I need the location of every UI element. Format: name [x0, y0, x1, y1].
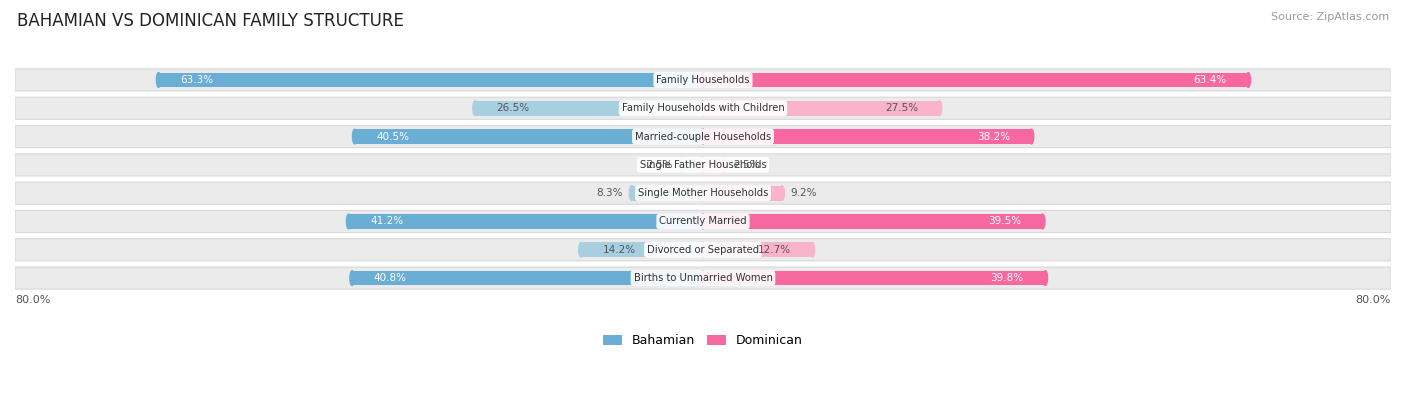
Circle shape — [700, 214, 706, 229]
Text: Births to Unmarried Women: Births to Unmarried Women — [634, 273, 772, 283]
Circle shape — [700, 186, 706, 201]
Circle shape — [156, 73, 160, 87]
Circle shape — [679, 158, 683, 172]
Text: 63.3%: 63.3% — [180, 75, 214, 85]
FancyBboxPatch shape — [15, 154, 1391, 176]
Bar — [703, 158, 724, 172]
Text: 9.2%: 9.2% — [790, 188, 817, 198]
Text: 80.0%: 80.0% — [15, 295, 51, 305]
Circle shape — [472, 101, 477, 116]
Text: 27.5%: 27.5% — [884, 103, 918, 113]
Bar — [703, 271, 1045, 286]
Circle shape — [780, 186, 785, 201]
FancyBboxPatch shape — [15, 126, 1391, 148]
Circle shape — [630, 186, 634, 201]
Text: BAHAMIAN VS DOMINICAN FAMILY STRUCTURE: BAHAMIAN VS DOMINICAN FAMILY STRUCTURE — [17, 12, 404, 30]
Text: 39.5%: 39.5% — [988, 216, 1021, 226]
Text: 26.5%: 26.5% — [496, 103, 530, 113]
Bar — [354, 129, 703, 144]
Text: 39.8%: 39.8% — [991, 273, 1024, 283]
Bar — [703, 243, 813, 257]
Bar — [352, 271, 703, 286]
Circle shape — [346, 214, 352, 229]
Text: 80.0%: 80.0% — [1355, 295, 1391, 305]
Circle shape — [700, 101, 706, 116]
Text: 2.5%: 2.5% — [733, 160, 759, 170]
Circle shape — [1029, 129, 1033, 144]
Bar — [349, 214, 703, 229]
Text: 8.3%: 8.3% — [596, 188, 623, 198]
Bar — [159, 73, 703, 87]
FancyBboxPatch shape — [15, 239, 1391, 261]
FancyBboxPatch shape — [15, 182, 1391, 204]
Circle shape — [700, 243, 706, 257]
Text: Single Father Households: Single Father Households — [640, 160, 766, 170]
Text: Divorced or Separated: Divorced or Separated — [647, 245, 759, 255]
Circle shape — [700, 101, 706, 116]
Legend: Bahamian, Dominican: Bahamian, Dominican — [598, 329, 808, 352]
Circle shape — [700, 158, 706, 172]
Circle shape — [700, 73, 706, 87]
Circle shape — [700, 271, 706, 286]
Circle shape — [700, 243, 706, 257]
Bar — [631, 186, 703, 201]
Bar — [703, 101, 939, 116]
FancyBboxPatch shape — [15, 97, 1391, 119]
Text: 40.8%: 40.8% — [374, 273, 406, 283]
Text: Married-couple Households: Married-couple Households — [636, 132, 770, 141]
Bar — [581, 243, 703, 257]
Circle shape — [700, 129, 706, 144]
Bar — [703, 73, 1249, 87]
Bar — [682, 158, 703, 172]
Bar — [475, 101, 703, 116]
Circle shape — [1040, 214, 1045, 229]
FancyBboxPatch shape — [15, 69, 1391, 91]
Text: 40.5%: 40.5% — [377, 132, 409, 141]
Circle shape — [579, 243, 583, 257]
Circle shape — [1043, 271, 1047, 286]
Circle shape — [700, 129, 706, 144]
Text: Currently Married: Currently Married — [659, 216, 747, 226]
Circle shape — [938, 101, 942, 116]
Bar — [703, 214, 1043, 229]
Circle shape — [1246, 73, 1250, 87]
Text: 63.4%: 63.4% — [1194, 75, 1227, 85]
Bar — [703, 186, 782, 201]
Text: Family Households: Family Households — [657, 75, 749, 85]
Circle shape — [723, 158, 727, 172]
Text: 38.2%: 38.2% — [977, 132, 1010, 141]
Text: 12.7%: 12.7% — [758, 245, 790, 255]
Text: Family Households with Children: Family Households with Children — [621, 103, 785, 113]
Circle shape — [700, 214, 706, 229]
Circle shape — [700, 186, 706, 201]
Circle shape — [700, 271, 706, 286]
Circle shape — [700, 158, 706, 172]
Bar — [703, 129, 1032, 144]
Text: 41.2%: 41.2% — [370, 216, 404, 226]
Circle shape — [810, 243, 814, 257]
FancyBboxPatch shape — [15, 211, 1391, 233]
Circle shape — [353, 129, 357, 144]
Circle shape — [350, 271, 354, 286]
FancyBboxPatch shape — [15, 267, 1391, 289]
Text: Source: ZipAtlas.com: Source: ZipAtlas.com — [1271, 12, 1389, 22]
Text: 14.2%: 14.2% — [602, 245, 636, 255]
Text: 2.5%: 2.5% — [647, 160, 673, 170]
Text: Single Mother Households: Single Mother Households — [638, 188, 768, 198]
Circle shape — [700, 73, 706, 87]
